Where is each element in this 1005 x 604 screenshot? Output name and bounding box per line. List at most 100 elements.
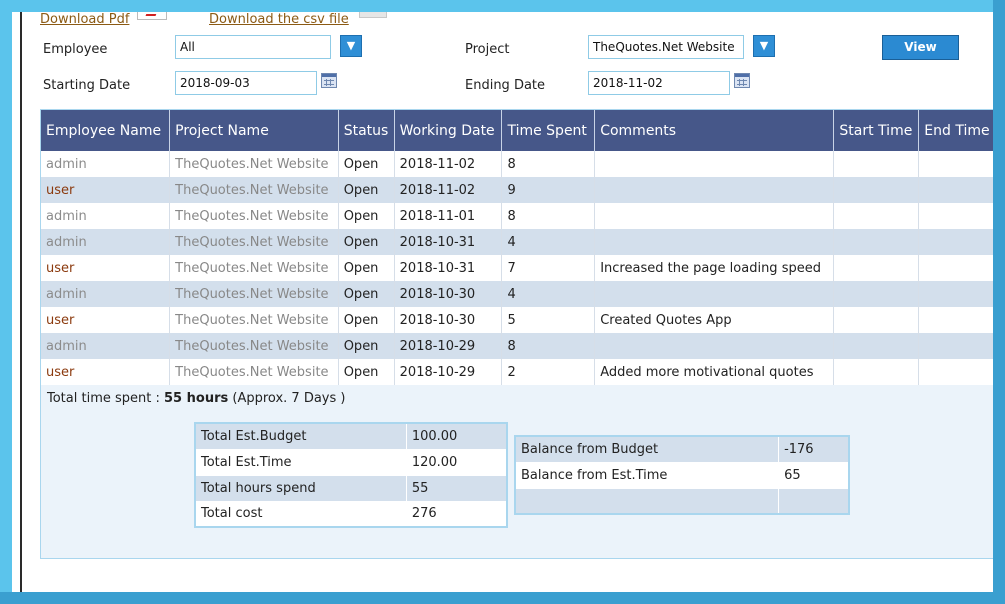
pdf-icon[interactable] xyxy=(137,12,167,20)
total-hours: 55 hours xyxy=(164,391,229,406)
employee-dropdown-button[interactable]: ▼ xyxy=(340,35,362,57)
employee-cell: user xyxy=(41,359,171,385)
time-spent-cell: 9 xyxy=(501,177,596,203)
end-time-cell xyxy=(918,281,993,307)
column-header[interactable]: Working Date xyxy=(394,110,503,151)
start-time-cell xyxy=(833,307,920,333)
employee-select[interactable]: All xyxy=(175,35,331,59)
summary-label: Total cost xyxy=(194,500,407,528)
employee-cell: admin xyxy=(41,151,171,177)
column-header[interactable]: End Time xyxy=(918,110,993,151)
time-spent-cell: 8 xyxy=(501,333,596,359)
project-dropdown-button[interactable]: ▼ xyxy=(753,35,775,57)
comment-cell xyxy=(594,177,835,203)
comment-cell xyxy=(594,281,835,307)
window-frame-top xyxy=(0,0,1005,12)
time-spent-cell: 5 xyxy=(501,307,596,333)
employee-cell: user xyxy=(41,307,171,333)
end-time-cell xyxy=(918,307,993,333)
summary-value: 100.00 xyxy=(405,422,508,450)
summary-value: 65 xyxy=(778,461,850,489)
window-frame-right xyxy=(993,0,1005,604)
employee-cell: admin xyxy=(41,333,171,359)
dropdown-arrow-icon: ▼ xyxy=(346,39,356,52)
status-cell: Open xyxy=(338,151,395,177)
end-time-cell xyxy=(918,151,993,177)
end-time-cell xyxy=(918,229,993,255)
column-header[interactable]: Project Name xyxy=(169,110,339,151)
table-row: admin TheQuotes.Net Website Open 2018-11-01… xyxy=(41,203,993,229)
end-time-cell xyxy=(918,359,993,385)
table-row: admin TheQuotes.Net Website Open 2018-10-29… xyxy=(41,333,993,359)
status-cell: Open xyxy=(338,177,395,203)
summary-label xyxy=(514,487,780,515)
column-header[interactable]: Status xyxy=(338,110,395,151)
working-date-cell: 2018-10-30 xyxy=(394,281,503,307)
comment-cell: Added more motivational quotes xyxy=(594,359,835,385)
status-cell: Open xyxy=(338,359,395,385)
column-header[interactable]: Time Spent xyxy=(501,110,596,151)
comment-cell xyxy=(594,151,835,177)
time-spent-cell: 4 xyxy=(501,281,596,307)
ending-date-input[interactable]: 2018-11-02 xyxy=(588,71,730,95)
view-report-button[interactable]: View Report xyxy=(882,35,959,77)
column-header[interactable]: Start Time xyxy=(833,110,920,151)
employee-cell: admin xyxy=(41,281,171,307)
status-cell: Open xyxy=(338,281,395,307)
comment-cell xyxy=(594,203,835,229)
project-cell: TheQuotes.Net Website xyxy=(169,307,339,333)
comment-cell xyxy=(594,229,835,255)
table-row: user TheQuotes.Net Website Open 2018-10-30 5… xyxy=(41,307,993,333)
project-label: Project xyxy=(465,42,510,57)
dropdown-arrow-icon: ▼ xyxy=(759,39,769,52)
column-header[interactable]: Comments xyxy=(594,110,835,151)
table-row: admin TheQuotes.Net Website Open 2018-10-31… xyxy=(41,229,993,255)
working-date-cell: 2018-10-29 xyxy=(394,333,503,359)
working-date-cell: 2018-10-29 xyxy=(394,359,503,385)
total-time-spent: Total time spent : 55 hours (Approx. 7 D… xyxy=(47,391,345,406)
summary-label: Balance from Est.Time xyxy=(514,461,780,489)
total-approx: (Approx. 7 Days ) xyxy=(232,391,346,406)
table-row: user TheQuotes.Net Website Open 2018-10-29 2… xyxy=(41,359,993,385)
comment-cell: Increased the page loading speed xyxy=(594,255,835,281)
status-cell: Open xyxy=(338,229,395,255)
csv-icon[interactable] xyxy=(359,12,387,18)
employee-cell: user xyxy=(41,177,171,203)
employee-cell: admin xyxy=(41,229,171,255)
summary-value xyxy=(778,487,850,515)
working-date-cell: 2018-11-02 xyxy=(394,151,503,177)
project-cell: TheQuotes.Net Website xyxy=(169,281,339,307)
status-cell: Open xyxy=(338,255,395,281)
summary-value: 276 xyxy=(405,500,508,528)
budget-summary-table: Total Est.Budget 100.00 Total Est.Time 120.… xyxy=(194,422,508,528)
project-cell: TheQuotes.Net Website xyxy=(169,333,339,359)
balance-summary-table: Balance from Budget -176 Balance from Est.… xyxy=(514,435,850,515)
column-header[interactable]: Employee Name xyxy=(41,110,171,151)
summary-row: Balance from Est.Time 65 xyxy=(514,461,850,489)
end-time-cell xyxy=(918,255,993,281)
time-spent-cell: 8 xyxy=(501,151,596,177)
start-time-cell xyxy=(833,255,920,281)
project-select[interactable]: TheQuotes.Net Website xyxy=(588,35,744,59)
project-cell: TheQuotes.Net Website xyxy=(169,203,339,229)
table-row: admin TheQuotes.Net Website Open 2018-10-30… xyxy=(41,281,993,307)
working-date-cell: 2018-10-31 xyxy=(394,255,503,281)
table-row: user TheQuotes.Net Website Open 2018-11-02 9 xyxy=(41,177,993,203)
download-pdf-link[interactable]: Download Pdf xyxy=(40,12,130,27)
end-time-cell xyxy=(918,333,993,359)
time-spent-cell: 8 xyxy=(501,203,596,229)
summary-label: Balance from Budget xyxy=(514,435,780,463)
report-panel: Employee Name Project Name Status Workin… xyxy=(40,109,993,559)
summary-row: Total Est.Budget 100.00 xyxy=(194,422,508,450)
project-cell: TheQuotes.Net Website xyxy=(169,177,339,203)
start-time-cell xyxy=(833,203,920,229)
download-csv-link[interactable]: Download the csv file xyxy=(209,12,349,27)
time-spent-cell: 4 xyxy=(501,229,596,255)
start-time-cell xyxy=(833,151,920,177)
start-time-cell xyxy=(833,281,920,307)
calendar-icon[interactable] xyxy=(734,73,750,88)
calendar-icon[interactable] xyxy=(321,73,337,88)
status-cell: Open xyxy=(338,203,395,229)
starting-date-input[interactable]: 2018-09-03 xyxy=(175,71,317,95)
summary-row xyxy=(514,487,850,515)
